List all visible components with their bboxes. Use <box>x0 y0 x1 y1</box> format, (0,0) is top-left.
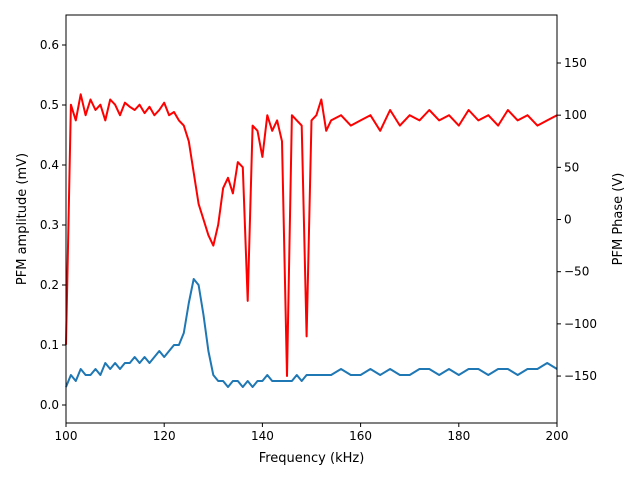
y2-tick-label: 0 <box>564 213 572 227</box>
y-tick-label: 0.3 <box>40 218 59 232</box>
x-tick-label: 120 <box>153 429 176 443</box>
x-tick-label: 100 <box>55 429 78 443</box>
y2-tick-label: −150 <box>564 369 597 383</box>
plot-frame <box>65 14 558 424</box>
y2-tick-label: 100 <box>564 108 587 122</box>
amplitude-series-line <box>65 278 558 388</box>
ticks-layer: 100 120 140 160 180 200 0.0 0.1 0.2 0.3 0.4 0.5 0.6 −… <box>40 38 597 443</box>
series-layer <box>65 93 558 388</box>
y2-tick-label: 50 <box>564 160 579 174</box>
x-tick-label: 200 <box>546 429 569 443</box>
x-tick-label: 160 <box>349 429 372 443</box>
y-tick-label: 0.0 <box>40 398 59 412</box>
phase-series-line <box>65 93 558 377</box>
y-tick-label: 0.6 <box>40 38 59 52</box>
x-tick-label: 180 <box>447 429 470 443</box>
y2-tick-label: −50 <box>564 265 589 279</box>
x-tick-label: 140 <box>251 429 274 443</box>
y-tick-label: 0.5 <box>40 98 59 112</box>
y-tick-label: 0.4 <box>40 158 59 172</box>
y2-tick-label: −100 <box>564 317 597 331</box>
y2-axis-label: PFM Phase (V) <box>611 173 626 266</box>
x-axis-label: Frequency (kHz) <box>259 451 365 466</box>
y-axis-label: PFM amplitude (mV) <box>15 153 30 285</box>
y-tick-label: 0.2 <box>40 278 59 292</box>
y-tick-label: 0.1 <box>40 338 59 352</box>
y2-tick-label: 150 <box>564 56 587 70</box>
